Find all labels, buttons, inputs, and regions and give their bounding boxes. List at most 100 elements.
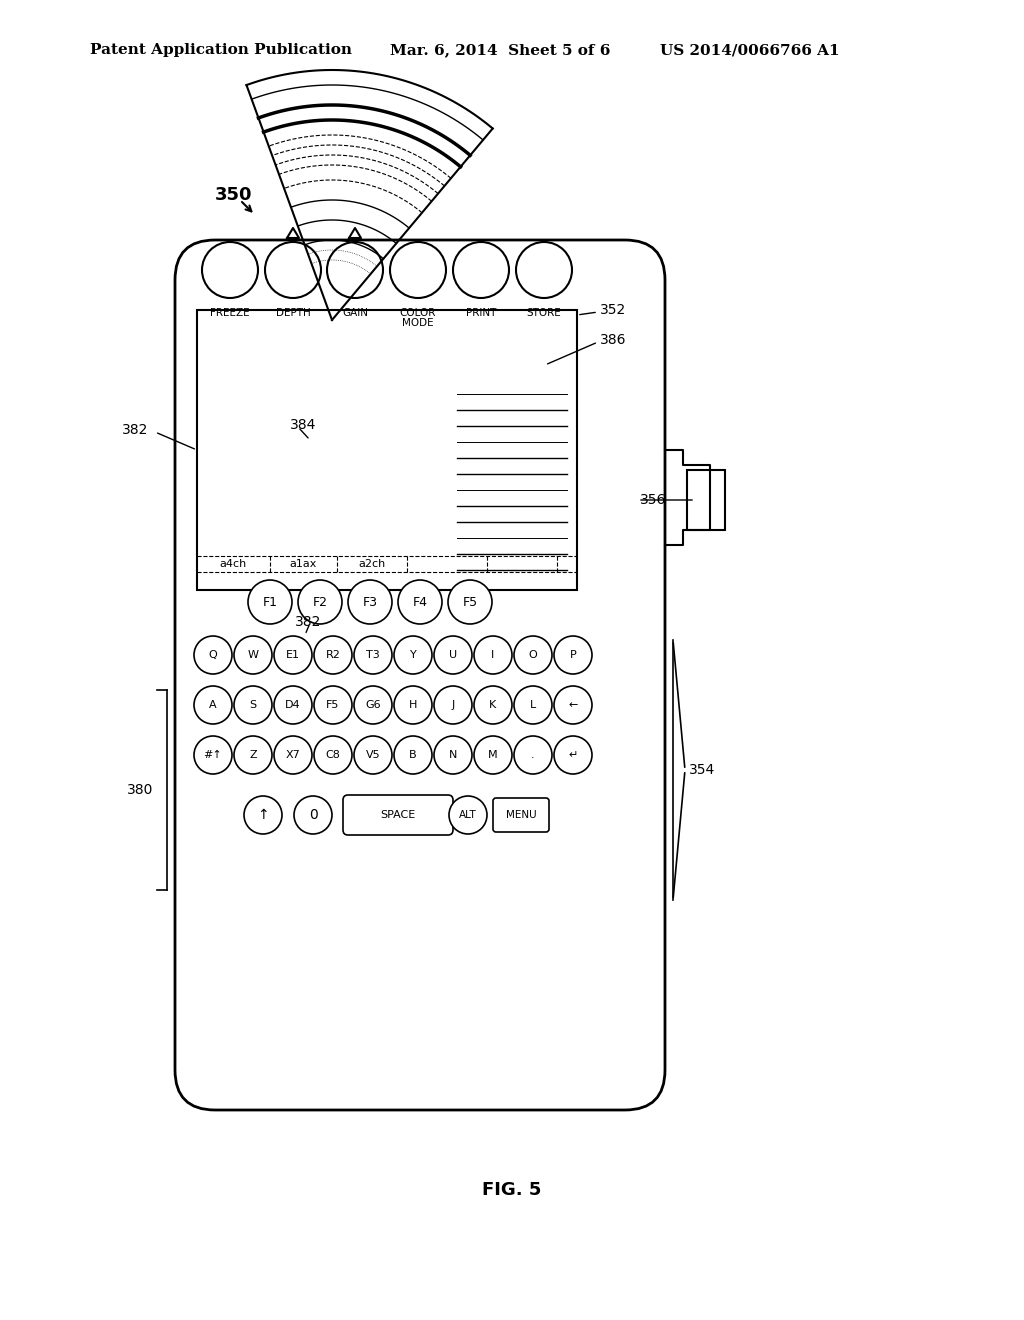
Text: COLOR: COLOR [399,308,436,318]
Text: 352: 352 [600,304,627,317]
Circle shape [390,242,446,298]
Text: US 2014/0066766 A1: US 2014/0066766 A1 [660,44,840,57]
Circle shape [434,686,472,723]
Text: D4: D4 [286,700,301,710]
Text: Q: Q [209,649,217,660]
Text: 382: 382 [295,615,322,630]
Circle shape [394,737,432,774]
Circle shape [474,737,512,774]
Text: V5: V5 [366,750,380,760]
Text: 380: 380 [127,783,153,797]
Text: ←: ← [568,700,578,710]
Circle shape [434,737,472,774]
Circle shape [327,242,383,298]
Text: Mar. 6, 2014  Sheet 5 of 6: Mar. 6, 2014 Sheet 5 of 6 [390,44,610,57]
Text: Patent Application Publication: Patent Application Publication [90,44,352,57]
Text: SPACE: SPACE [380,810,416,820]
Text: H: H [409,700,417,710]
Circle shape [516,242,572,298]
Text: U: U [449,649,457,660]
Circle shape [394,686,432,723]
Text: X7: X7 [286,750,300,760]
Text: PRINT: PRINT [466,308,497,318]
Circle shape [474,636,512,675]
Text: a4ch: a4ch [220,558,247,569]
Text: S: S [250,700,257,710]
Text: 0: 0 [308,808,317,822]
Text: ALT: ALT [459,810,477,820]
Circle shape [554,636,592,675]
Circle shape [234,636,272,675]
Bar [197,310,577,590]
Text: FIG. 5: FIG. 5 [482,1181,542,1199]
Text: F5: F5 [463,595,477,609]
Bar [687,470,725,531]
Text: L: L [529,700,537,710]
Text: A: A [209,700,217,710]
Text: F2: F2 [312,595,328,609]
Circle shape [314,636,352,675]
Circle shape [514,737,552,774]
Text: 350: 350 [215,186,253,205]
Circle shape [314,737,352,774]
Text: E1: E1 [286,649,300,660]
Text: MENU: MENU [506,810,537,820]
Circle shape [234,686,272,723]
Text: 386: 386 [600,333,627,347]
Circle shape [348,579,392,624]
Text: F5: F5 [327,700,340,710]
Text: a2ch: a2ch [358,558,386,569]
Text: MODE: MODE [402,318,434,327]
Text: GAIN: GAIN [342,308,368,318]
Text: I: I [492,649,495,660]
Text: 354: 354 [689,763,715,777]
Text: M: M [488,750,498,760]
Circle shape [514,636,552,675]
Circle shape [554,686,592,723]
Circle shape [274,686,312,723]
Text: DEPTH: DEPTH [275,308,310,318]
Text: C8: C8 [326,750,340,760]
Text: T3: T3 [367,649,380,660]
Text: J: J [452,700,455,710]
Circle shape [394,636,432,675]
Text: R2: R2 [326,649,340,660]
Circle shape [434,636,472,675]
Circle shape [453,242,509,298]
Circle shape [202,242,258,298]
Circle shape [294,796,332,834]
Text: 356: 356 [640,492,667,507]
Text: a1ax: a1ax [290,558,317,569]
Circle shape [248,579,292,624]
Text: P: P [569,649,577,660]
Text: 382: 382 [122,422,148,437]
Text: Y: Y [410,649,417,660]
FancyBboxPatch shape [343,795,453,836]
Circle shape [274,636,312,675]
Text: 384: 384 [290,418,316,432]
Circle shape [298,579,342,624]
FancyBboxPatch shape [175,240,665,1110]
Circle shape [354,737,392,774]
Text: W: W [248,649,258,660]
Circle shape [398,579,442,624]
Circle shape [234,737,272,774]
Text: F1: F1 [262,595,278,609]
Circle shape [449,796,487,834]
Circle shape [194,686,232,723]
Text: #↑: #↑ [204,750,222,760]
Circle shape [274,737,312,774]
Text: N: N [449,750,457,760]
Circle shape [474,686,512,723]
Circle shape [554,737,592,774]
Circle shape [194,737,232,774]
Circle shape [514,686,552,723]
Text: B: B [410,750,417,760]
FancyBboxPatch shape [493,799,549,832]
Text: G6: G6 [366,700,381,710]
Circle shape [194,636,232,675]
Text: K: K [489,700,497,710]
Text: .: . [531,750,535,760]
Circle shape [354,636,392,675]
Text: FREEZE: FREEZE [210,308,250,318]
